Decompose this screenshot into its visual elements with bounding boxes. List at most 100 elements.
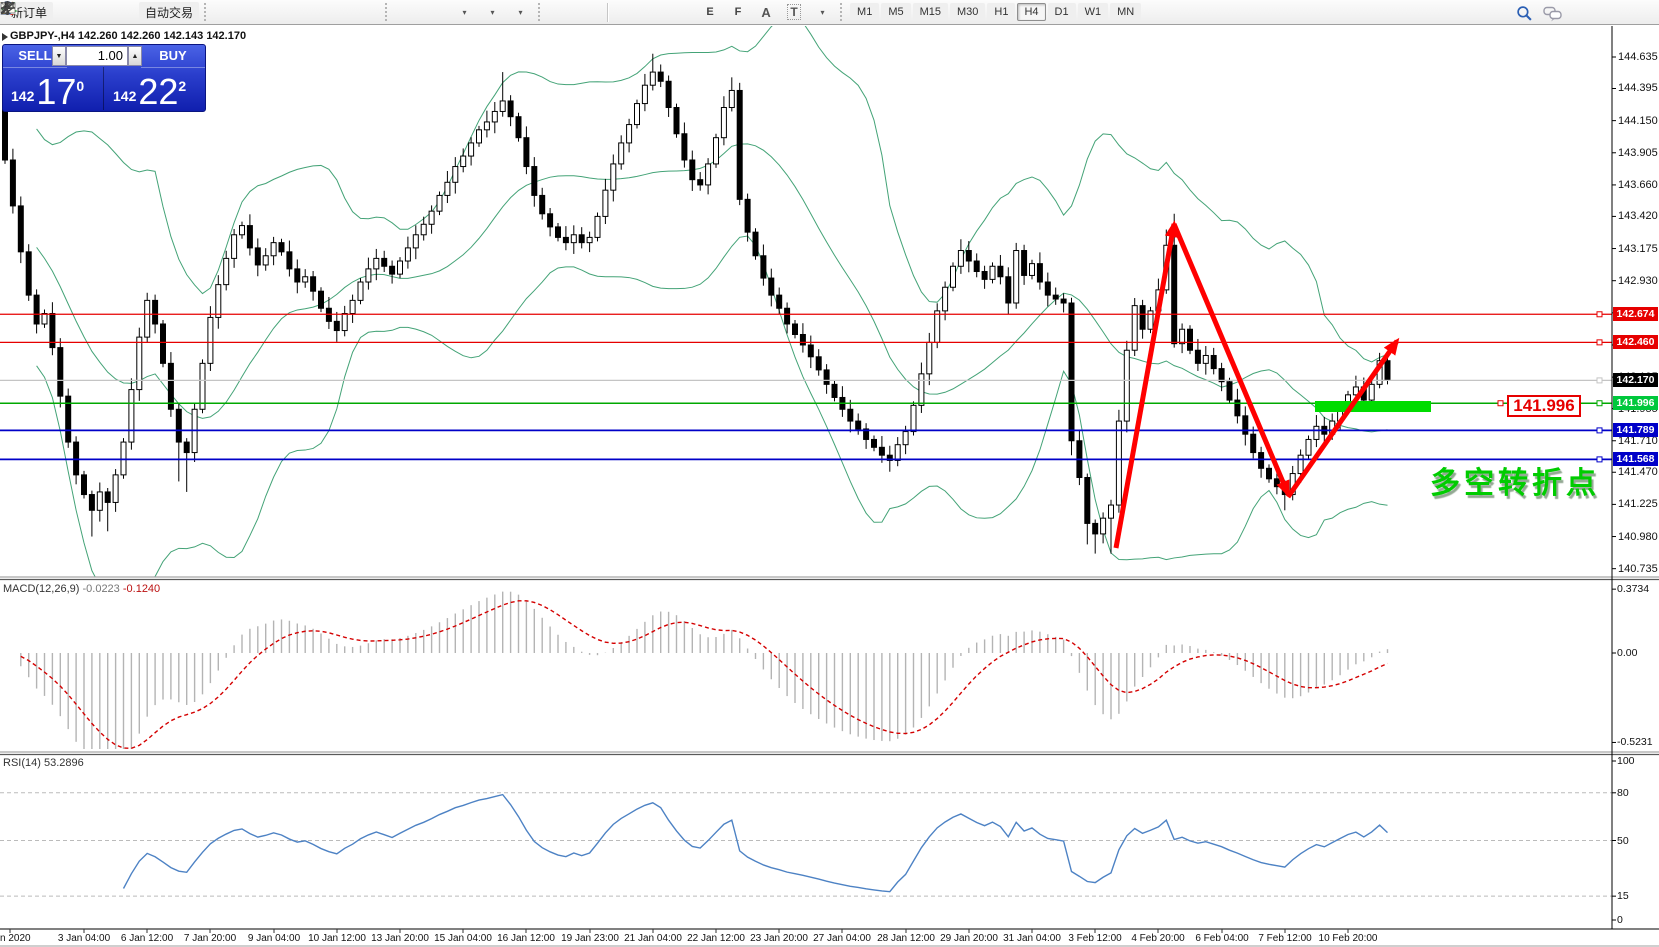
- text-label-tool[interactable]: T: [781, 1, 807, 23]
- candle: [1179, 328, 1186, 345]
- candle: [831, 383, 838, 398]
- candle: [199, 362, 206, 410]
- time-tick: 3 Jan 04:00: [57, 933, 111, 944]
- candle: [610, 163, 617, 191]
- text-tool[interactable]: A: [753, 1, 779, 23]
- chart-title: GBPJPY-,H4 142.260 142.260 142.143 142.1…: [10, 30, 247, 42]
- candle: [112, 474, 119, 503]
- price-badge: 141.996: [1613, 396, 1658, 411]
- time-tick: 4 Feb 20:00: [1131, 933, 1185, 944]
- level-line-handle[interactable]: [1596, 339, 1603, 346]
- candle: [49, 312, 56, 349]
- level-line-handle[interactable]: [1596, 311, 1603, 318]
- timeframe-M5[interactable]: M5: [881, 3, 911, 21]
- level-line-handle[interactable]: [1596, 377, 1603, 384]
- candle: [444, 181, 451, 196]
- candle: [1273, 478, 1280, 488]
- toolbar-separator: [607, 2, 609, 22]
- channel-letter: E: [706, 6, 714, 18]
- candle: [17, 205, 24, 253]
- candle: [918, 373, 925, 406]
- toolbar-grip[interactable]: [204, 3, 209, 21]
- level-line-handle[interactable]: [1596, 427, 1603, 434]
- candle: [792, 323, 798, 335]
- candle: [523, 137, 530, 168]
- rsi-axis-tick: 80: [1617, 786, 1629, 799]
- timeframe-M15[interactable]: M15: [912, 3, 948, 21]
- search-button[interactable]: [1515, 4, 1541, 26]
- new-order-button[interactable]: 新订单: [5, 2, 54, 22]
- candle: [1210, 354, 1217, 370]
- candle: [1305, 438, 1312, 456]
- price-tick: 143.905: [1618, 146, 1658, 159]
- candle: [207, 316, 214, 364]
- toolbar-grip[interactable]: [385, 3, 390, 21]
- support-zone-rectangle[interactable]: [1315, 401, 1431, 412]
- candle: [436, 194, 443, 212]
- price-tick: 144.395: [1618, 82, 1658, 95]
- candle: [25, 251, 32, 296]
- candle: [981, 271, 988, 280]
- level-line-handle[interactable]: [1596, 456, 1603, 463]
- trend-arrow[interactable]: [1285, 337, 1400, 499]
- sell-price-pips: 17: [36, 70, 77, 112]
- price-callout-label[interactable]: 141.996: [1507, 395, 1581, 417]
- level-line-handle[interactable]: [1596, 400, 1603, 407]
- volume-decrease-button[interactable]: ▼: [52, 46, 66, 66]
- candle: [1021, 250, 1028, 276]
- candle: [815, 356, 822, 371]
- candle: [515, 116, 522, 139]
- candle: [1242, 415, 1249, 435]
- dropdown-caret-icon: ▾: [518, 7, 523, 17]
- time-tick: 10 Jan 12:00: [308, 933, 366, 944]
- time-tick: 31 Jan 04:00: [1003, 933, 1061, 944]
- candle: [270, 242, 277, 257]
- label-tool-letter: T: [787, 4, 801, 20]
- candle: [1044, 281, 1051, 296]
- trend-arrow[interactable]: [1171, 223, 1291, 498]
- time-tick: 7 Feb 12:00: [1258, 933, 1312, 944]
- rsi-pane: [0, 792, 1612, 897]
- candle: [942, 286, 949, 312]
- arrows-tool[interactable]: ▾: [2, 1, 835, 23]
- chat-button[interactable]: [1542, 4, 1568, 26]
- buy-button[interactable]: BUY: [141, 45, 205, 68]
- candle: [341, 312, 348, 332]
- candle: [1131, 305, 1138, 351]
- candle: [460, 155, 467, 168]
- candle: [294, 268, 301, 283]
- timeframe-D1[interactable]: D1: [1047, 3, 1076, 21]
- buy-price[interactable]: 142 22 2: [113, 70, 186, 112]
- price-tick: 140.980: [1618, 530, 1658, 543]
- volume-increase-button[interactable]: ▲: [128, 46, 142, 66]
- time-tick: 27 Jan 04:00: [813, 933, 871, 944]
- candle: [539, 194, 546, 215]
- toolbar-grip[interactable]: [538, 3, 543, 21]
- timeframe-H1[interactable]: H1: [987, 3, 1016, 21]
- timeframe-M30[interactable]: M30: [950, 3, 986, 21]
- timeframe-W1[interactable]: W1: [1077, 3, 1109, 21]
- candle: [878, 446, 885, 456]
- candle: [381, 257, 388, 267]
- timeframe-H4[interactable]: H4: [1017, 3, 1046, 21]
- sell-price[interactable]: 142 17 0: [11, 70, 84, 112]
- timeframe-MN[interactable]: MN: [1110, 3, 1142, 21]
- candle: [128, 389, 135, 443]
- turning-point-annotation[interactable]: 多空转折点: [1430, 467, 1600, 500]
- rsi-value: 53.2896: [43, 757, 84, 769]
- time-tick: 28 Jan 12:00: [877, 933, 935, 944]
- candle: [807, 344, 814, 358]
- toolbar-grip[interactable]: [840, 3, 845, 21]
- sell-button[interactable]: SELL: [3, 45, 67, 68]
- candle: [910, 404, 917, 433]
- candle: [397, 260, 403, 275]
- rsi-axis-tick: 50: [1617, 834, 1629, 847]
- candle: [246, 225, 253, 249]
- buy-price-pips: 22: [138, 70, 179, 112]
- candle: [697, 179, 704, 186]
- candle: [223, 257, 230, 286]
- trend-arrow[interactable]: [1113, 220, 1179, 549]
- volume-input[interactable]: 1.00: [66, 46, 128, 66]
- timeframe-M1[interactable]: M1: [850, 3, 880, 21]
